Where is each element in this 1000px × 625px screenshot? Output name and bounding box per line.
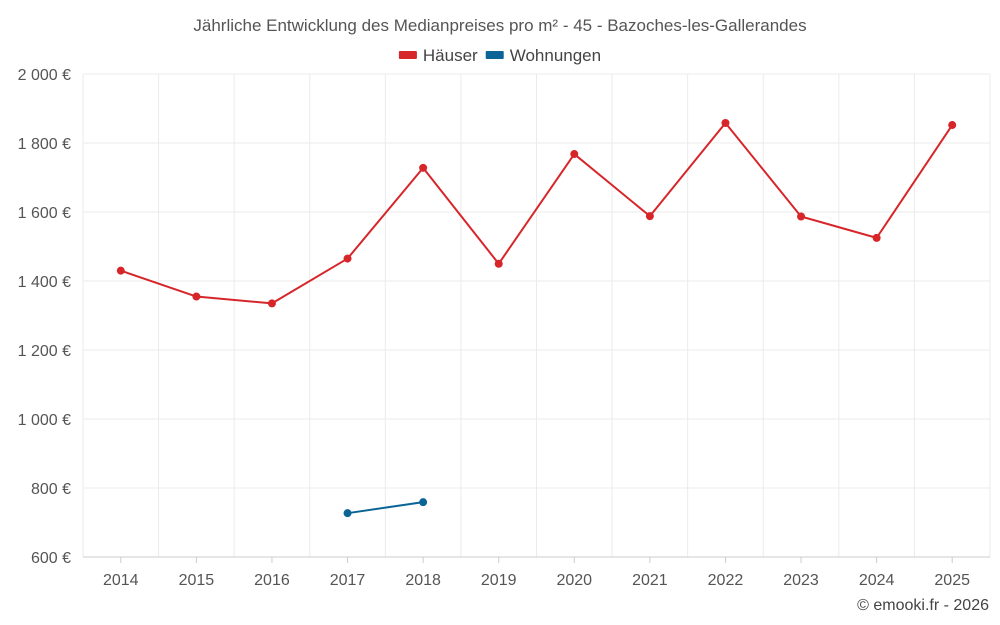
legend: Häuser Wohnungen bbox=[398, 46, 601, 65]
data-point[interactable] bbox=[494, 259, 503, 268]
data-point[interactable] bbox=[570, 150, 579, 159]
y-tick-label: 600 € bbox=[31, 550, 71, 567]
x-tick-label: 2025 bbox=[934, 572, 970, 589]
series-layer bbox=[116, 118, 957, 518]
series-line bbox=[347, 501, 424, 515]
legend-item-2[interactable]: Wohnungen bbox=[485, 46, 601, 65]
x-tick-label: 2014 bbox=[103, 572, 139, 589]
data-point[interactable] bbox=[343, 254, 352, 263]
legend-label: Wohnungen bbox=[510, 46, 601, 65]
y-tick-label: 1 200 € bbox=[18, 343, 71, 360]
x-tick-label: 2015 bbox=[179, 572, 215, 589]
legend-item-1[interactable]: Häuser bbox=[398, 46, 478, 65]
legend-label: Häuser bbox=[423, 46, 478, 65]
credit-text: © emooki.fr - 2026 bbox=[857, 597, 989, 614]
x-tick-label: 2023 bbox=[783, 572, 819, 589]
chart-title: Jährliche Entwicklung des Medianpreises … bbox=[193, 16, 806, 35]
y-tick-label: 2 000 € bbox=[18, 67, 71, 84]
x-tick-label: 2022 bbox=[708, 572, 744, 589]
data-point[interactable] bbox=[948, 121, 957, 130]
data-point[interactable] bbox=[645, 212, 654, 221]
legend-swatch bbox=[485, 51, 504, 59]
data-point[interactable] bbox=[419, 498, 428, 507]
x-tick-label: 2021 bbox=[632, 572, 668, 589]
y-tick-label: 1 000 € bbox=[18, 412, 71, 429]
grid bbox=[82, 73, 991, 558]
x-tick-label: 2019 bbox=[481, 572, 517, 589]
y-tick-label: 800 € bbox=[31, 481, 71, 498]
data-point[interactable] bbox=[419, 163, 428, 172]
series-line bbox=[120, 121, 954, 305]
x-tick-label: 2024 bbox=[859, 572, 895, 589]
data-point[interactable] bbox=[192, 292, 201, 301]
data-point[interactable] bbox=[343, 509, 352, 518]
legend-swatch bbox=[398, 51, 417, 59]
data-point[interactable] bbox=[267, 299, 276, 308]
y-tick-label: 1 400 € bbox=[18, 274, 71, 291]
y-tick-label: 1 800 € bbox=[18, 136, 71, 153]
data-point[interactable] bbox=[116, 266, 125, 275]
data-point[interactable] bbox=[721, 118, 730, 127]
y-axis: 600 € 800 € 1 000 € 1 200 € 1 400 € 1 600 € 1 … bbox=[18, 67, 71, 567]
x-tick-label: 2016 bbox=[254, 572, 290, 589]
x-axis: 2014 2015 2016 2017 2018 2019 2020 2021 2022 2023… bbox=[83, 556, 990, 589]
x-tick-label: 2018 bbox=[405, 572, 441, 589]
x-tick-label: 2020 bbox=[556, 572, 592, 589]
data-point[interactable] bbox=[797, 212, 806, 221]
series-1 bbox=[116, 118, 957, 308]
y-tick-label: 1 600 € bbox=[18, 205, 71, 222]
data-point[interactable] bbox=[872, 233, 881, 242]
x-tick-label: 2017 bbox=[330, 572, 366, 589]
series-2 bbox=[343, 498, 428, 518]
